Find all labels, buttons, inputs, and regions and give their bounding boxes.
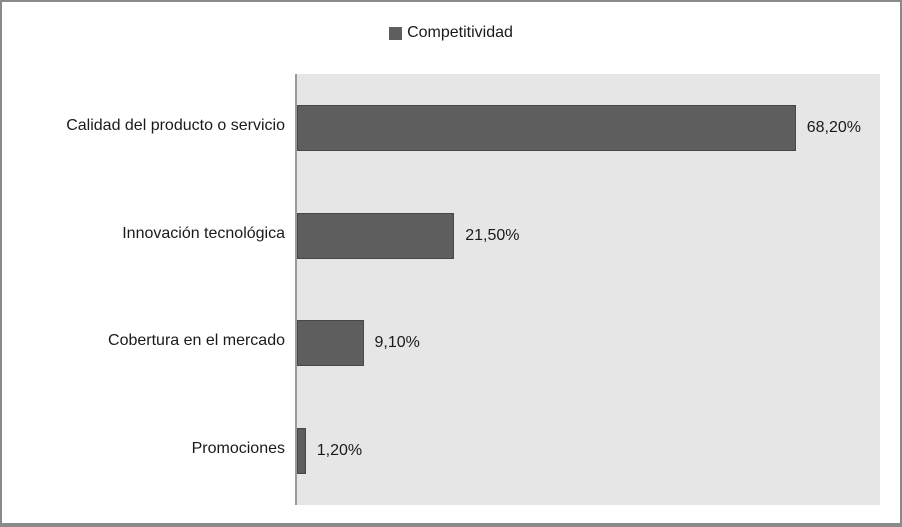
bar: [297, 320, 364, 367]
bar-value-label: 9,10%: [374, 334, 420, 352]
category-label: Innovación tecnológica: [122, 224, 285, 242]
bar: [297, 212, 455, 259]
chart-legend: Competitividad: [2, 24, 900, 42]
legend-marker-icon: [389, 26, 403, 40]
bar: [297, 104, 796, 151]
bar-value-label: 21,50%: [465, 226, 520, 244]
plot-area: 68,20% 21,50% 9,10% 1,20%: [295, 74, 880, 505]
bar: [297, 428, 306, 475]
legend-label: Competitividad: [407, 24, 513, 41]
bar-value-label: 68,20%: [806, 118, 861, 136]
category-label: Promociones: [191, 440, 285, 458]
category-label: Cobertura en el mercado: [108, 332, 285, 350]
category-label: Calidad del producto o servicio: [66, 116, 285, 134]
bar-value-label: 1,20%: [316, 442, 363, 460]
